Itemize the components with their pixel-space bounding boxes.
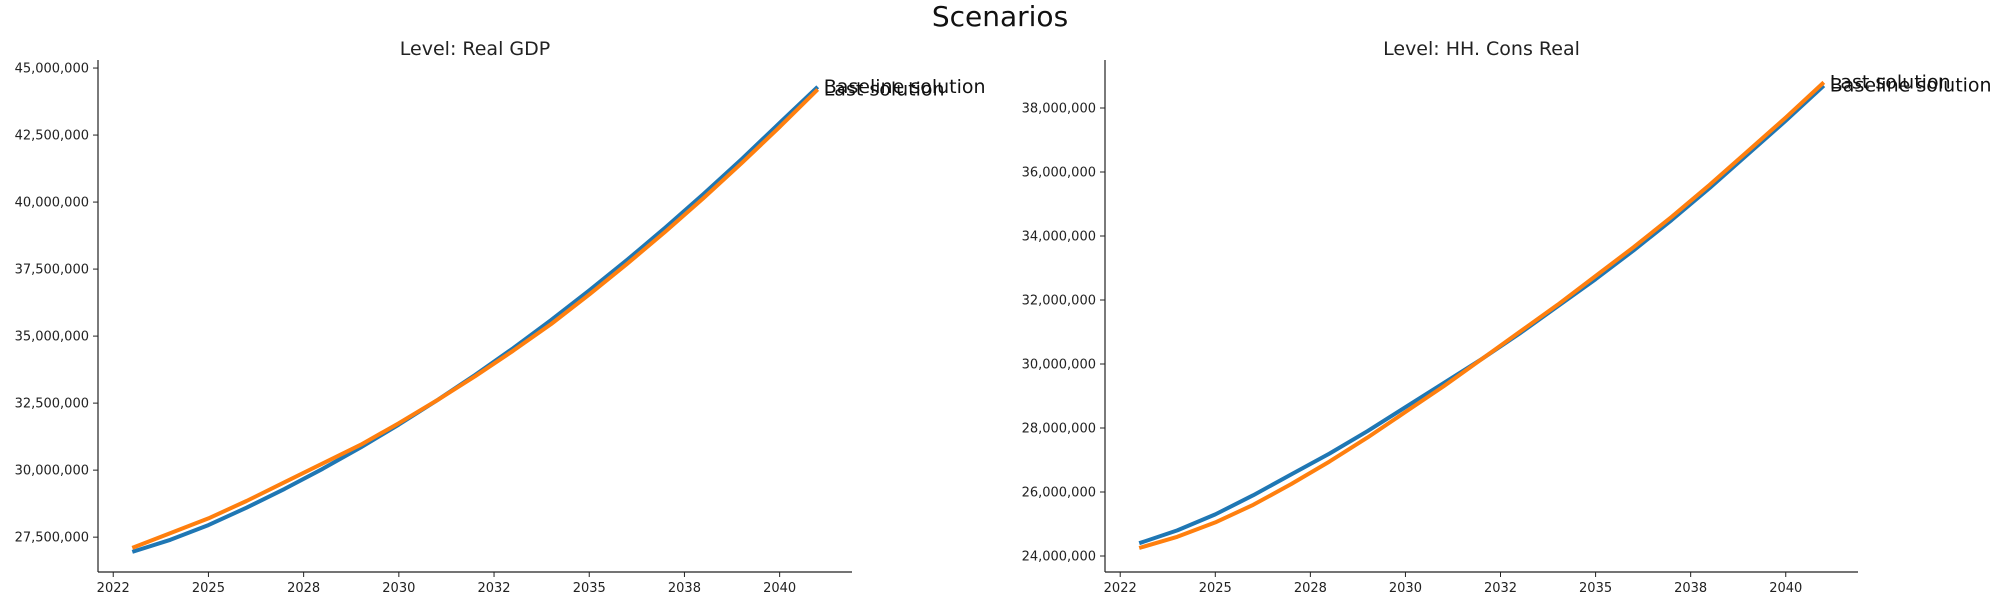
figure-suptitle: Scenarios (932, 0, 1068, 33)
y-tick-label: 38,000,000 (1022, 102, 1096, 117)
chart-title-1: Level: HH. Cons Real (1383, 38, 1580, 60)
x-tick-label: 2022 (1104, 581, 1137, 596)
x-tick-label: 2040 (1769, 581, 1802, 596)
y-tick-label: 34,000,000 (1022, 230, 1096, 245)
x-tick-label: 2035 (573, 581, 606, 596)
x-tick-label: 2035 (1579, 581, 1612, 596)
series-line-baseline-solution (131, 85, 820, 554)
y-tick-label: 35,000,000 (15, 330, 89, 345)
x-tick-label: 2025 (1199, 581, 1232, 596)
x-tick-label: 2032 (477, 581, 510, 596)
y-tick-label: 45,000,000 (15, 62, 89, 77)
x-tick-label: 2030 (1389, 581, 1422, 596)
series-end-label-baseline-solution: Baseline solution (1830, 75, 1992, 97)
y-tick-label: 42,500,000 (15, 129, 89, 144)
y-tick-label: 32,000,000 (1022, 294, 1096, 309)
y-tick-label: 30,000,000 (1022, 358, 1096, 373)
x-tick-label: 2028 (1294, 581, 1327, 596)
x-tick-label: 2028 (287, 581, 320, 596)
chart-title-0: Level: Real GDP (400, 38, 550, 60)
chart-panel-1: Level: HH. Cons Real 24,000,000 26,000,000… (1022, 38, 1992, 596)
x-tick-label: 2038 (1674, 581, 1707, 596)
series-line-baseline-solution (1138, 84, 1826, 546)
y-tick-label: 30,000,000 (15, 464, 89, 479)
series-end-label-last-solution: Last solution (1830, 71, 1951, 93)
y-tick-label: 40,000,000 (15, 196, 89, 211)
x-tick-label: 2030 (382, 581, 415, 596)
y-tick-label: 24,000,000 (1022, 550, 1096, 565)
x-tick-label: 2032 (1484, 581, 1517, 596)
x-tick-label: 2040 (763, 581, 796, 596)
y-tick-label: 32,500,000 (15, 397, 89, 412)
x-tick-label: 2025 (192, 581, 225, 596)
y-tick-label: 26,000,000 (1022, 486, 1096, 501)
y-tick-label: 28,000,000 (1022, 422, 1096, 437)
series-end-label-last-solution: Last solution (824, 78, 945, 100)
y-tick-label: 36,000,000 (1022, 166, 1096, 181)
series-end-label-baseline-solution: Baseline solution (824, 76, 986, 98)
series-line-last-solution (131, 88, 820, 550)
x-tick-label: 2038 (668, 581, 701, 596)
y-tick-label: 37,500,000 (15, 263, 89, 278)
y-tick-label: 27,500,000 (15, 531, 89, 546)
x-tick-label: 2022 (97, 581, 130, 596)
series-line-last-solution (1138, 80, 1826, 550)
chart-panel-0: Level: Real GDP 27,500,000 30,000,000 32,50… (15, 38, 986, 596)
